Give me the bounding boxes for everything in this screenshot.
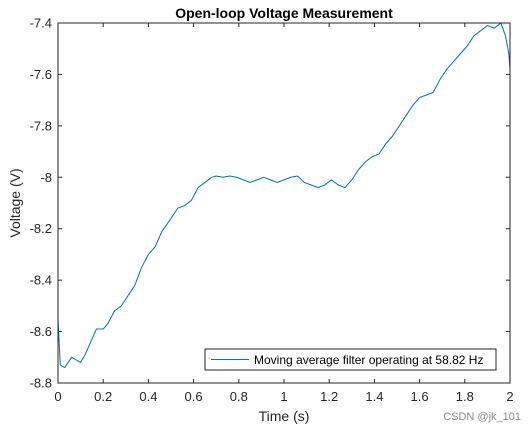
x-tick-label: 1.4 <box>365 389 383 404</box>
y-tick-label: -7.4 <box>30 16 52 31</box>
x-tick-label: 0.6 <box>185 389 203 404</box>
x-tick-label: 0.8 <box>230 389 248 404</box>
series-line <box>57 22 511 369</box>
y-tick-label: -8.8 <box>30 376 52 391</box>
x-tick-label: 0 <box>54 389 61 404</box>
y-axis-ticks: -7.4 -7.6 -7.8 -8 -8.2 -8.4 -8.6 -8.8 <box>30 16 510 391</box>
y-tick-label: -7.6 <box>30 67 52 82</box>
x-tick-label: 1.6 <box>411 389 429 404</box>
y-axis-label: Voltage (V) <box>7 168 23 237</box>
x-tick-label: 1.2 <box>320 389 338 404</box>
x-tick-label: 0.2 <box>94 389 112 404</box>
plot-area <box>58 23 510 383</box>
chart-title: Open-loop Voltage Measurement <box>175 5 393 21</box>
x-axis-ticks: 0 0.2 0.4 0.6 0.8 1 1.2 1.4 1.6 1.8 2 <box>54 23 514 404</box>
legend-box <box>204 348 497 371</box>
y-tick-label: -8.4 <box>30 273 52 288</box>
watermark: CSDN @jk_101 <box>443 411 521 423</box>
legend-label: Moving average filter operating at 58.82… <box>254 353 483 367</box>
x-tick-label: 0.4 <box>139 389 157 404</box>
y-tick-label: -7.8 <box>30 118 52 133</box>
y-tick-label: -8.2 <box>30 221 52 236</box>
y-tick-label: -8 <box>40 170 52 185</box>
x-tick-label: 1.8 <box>456 389 474 404</box>
x-tick-label: 2 <box>506 389 513 404</box>
x-tick-label: 1 <box>280 389 287 404</box>
y-tick-label: -8.6 <box>30 324 52 339</box>
legend: Moving average filter operating at 58.82… <box>204 348 497 371</box>
x-axis-label: Time (s) <box>259 408 310 424</box>
plot-frame <box>57 22 511 384</box>
